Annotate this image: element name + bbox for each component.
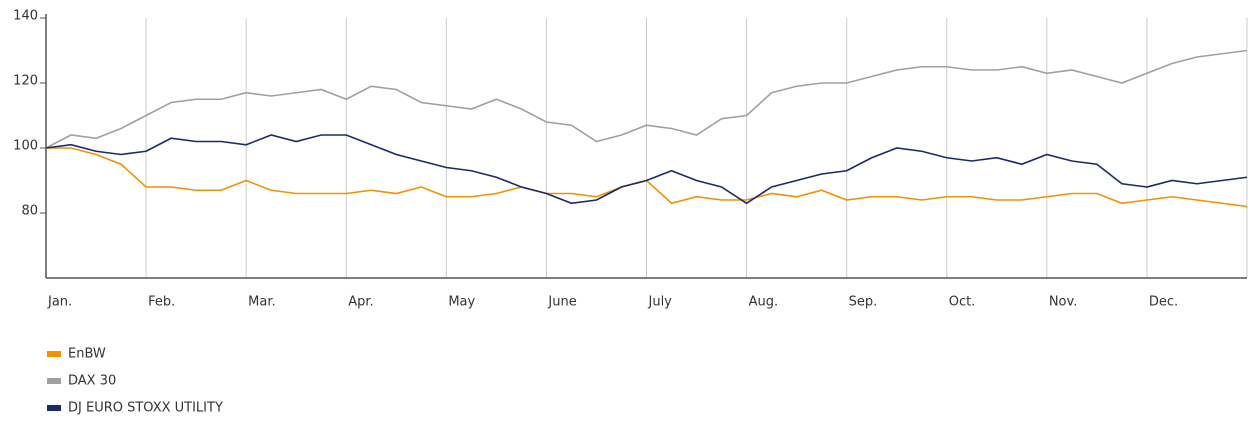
legend-label: DJ EURO STOXX UTILITY [68, 401, 223, 416]
y-tick-label: 80 [21, 204, 38, 219]
x-tick-label: Dec. [1149, 295, 1178, 310]
x-tick-label: May [448, 295, 475, 310]
legend-label: EnBW [68, 347, 106, 362]
x-tick-label: Aug. [749, 295, 779, 310]
y-tick-label: 140 [13, 9, 38, 24]
x-tick-label: Feb. [148, 295, 175, 310]
y-tick-label: 100 [13, 139, 38, 154]
x-tick-label: Jan. [47, 295, 72, 310]
y-tick-label: 120 [13, 74, 38, 89]
x-tick-label: Sep. [849, 295, 878, 310]
legend-swatch [47, 378, 61, 384]
x-tick-label: Apr. [348, 295, 373, 310]
x-tick-label: July [648, 295, 673, 310]
line-series [45, 49, 1248, 149]
legend-label: DAX 30 [68, 374, 116, 389]
x-tick-label: June [547, 295, 576, 310]
line-series [45, 134, 1248, 205]
legend-swatch [47, 351, 61, 357]
x-tick-label: Mar. [248, 295, 275, 310]
x-tick-label: Nov. [1049, 295, 1078, 310]
legend-swatch [47, 405, 61, 411]
x-tick-label: Oct. [949, 295, 976, 310]
